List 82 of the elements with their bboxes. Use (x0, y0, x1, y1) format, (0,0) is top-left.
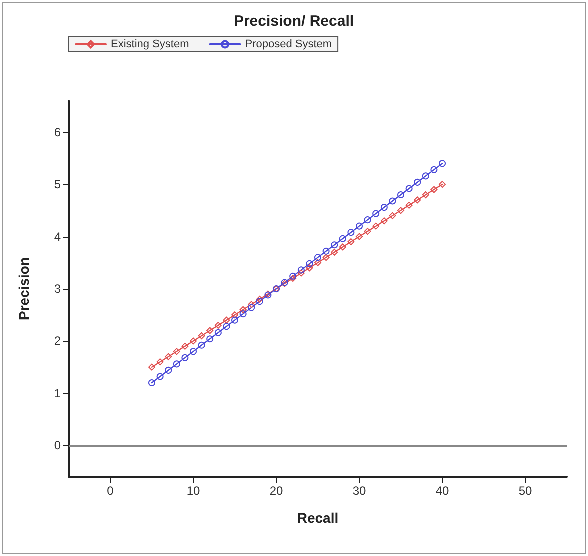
point (206, 327, 214, 334)
point (198, 342, 206, 349)
point (389, 198, 396, 205)
x-tick-label: 0 (107, 484, 114, 498)
point (290, 275, 297, 282)
point (306, 264, 314, 272)
point (348, 229, 355, 236)
point (414, 196, 422, 204)
legend-label: Existing System (111, 38, 190, 50)
point (223, 316, 230, 324)
x-tick-label: 50 (518, 484, 532, 498)
point (398, 192, 404, 198)
point (356, 222, 363, 230)
point (240, 310, 247, 318)
point (240, 306, 247, 314)
x-tick-label: 40 (436, 484, 450, 498)
x-axis-title: Recall (297, 510, 339, 526)
point (248, 301, 256, 308)
point (406, 202, 413, 209)
point (422, 172, 430, 180)
y-tick-label: 0 (54, 438, 62, 453)
point (414, 178, 422, 186)
point (223, 323, 230, 330)
point (339, 235, 346, 242)
point (190, 348, 197, 356)
y-tick-label: 1 (54, 386, 62, 400)
x-tick-label: 20 (270, 484, 284, 498)
point (232, 312, 238, 319)
point (364, 216, 372, 224)
point (314, 259, 322, 266)
point (206, 336, 214, 343)
point (148, 364, 156, 371)
legend-label: Proposed System (245, 38, 332, 50)
y-tick-label: 5 (54, 178, 62, 192)
point (372, 210, 380, 218)
point (165, 366, 172, 374)
chart-title: Precision/ Recall (234, 13, 354, 30)
point (190, 338, 197, 345)
y-axis-title: Precision (16, 257, 32, 321)
point (331, 248, 338, 256)
point (372, 222, 380, 230)
point (214, 322, 222, 330)
point (389, 212, 396, 220)
point (398, 207, 404, 214)
point (173, 348, 180, 356)
point (298, 270, 305, 277)
point (322, 254, 330, 262)
point (173, 360, 180, 368)
x-tick-label: 30 (352, 484, 366, 498)
y-tick-label: 6 (54, 125, 62, 140)
point (356, 233, 363, 240)
point (380, 204, 388, 212)
point (198, 332, 206, 340)
x-tick-label: 10 (186, 484, 200, 498)
point (314, 254, 322, 262)
point (298, 266, 305, 274)
point (156, 358, 164, 366)
point (364, 228, 372, 236)
point (380, 218, 388, 225)
point (248, 304, 256, 312)
point (430, 166, 438, 174)
point (422, 192, 430, 198)
point (256, 298, 264, 306)
y-tick-label: 3 (54, 282, 62, 296)
point (182, 342, 189, 350)
point (306, 260, 314, 268)
point (439, 181, 446, 188)
point (290, 272, 297, 280)
point (156, 373, 164, 380)
y-tick-label: 4 (54, 230, 62, 244)
point (256, 296, 264, 303)
point (430, 186, 438, 194)
point (339, 244, 346, 251)
point (232, 316, 238, 324)
y-tick-label: 2 (54, 334, 62, 348)
point (165, 353, 172, 360)
point (348, 238, 355, 246)
point (214, 329, 222, 336)
point (331, 242, 338, 249)
point (322, 248, 330, 255)
point (406, 185, 413, 192)
point (182, 354, 189, 362)
